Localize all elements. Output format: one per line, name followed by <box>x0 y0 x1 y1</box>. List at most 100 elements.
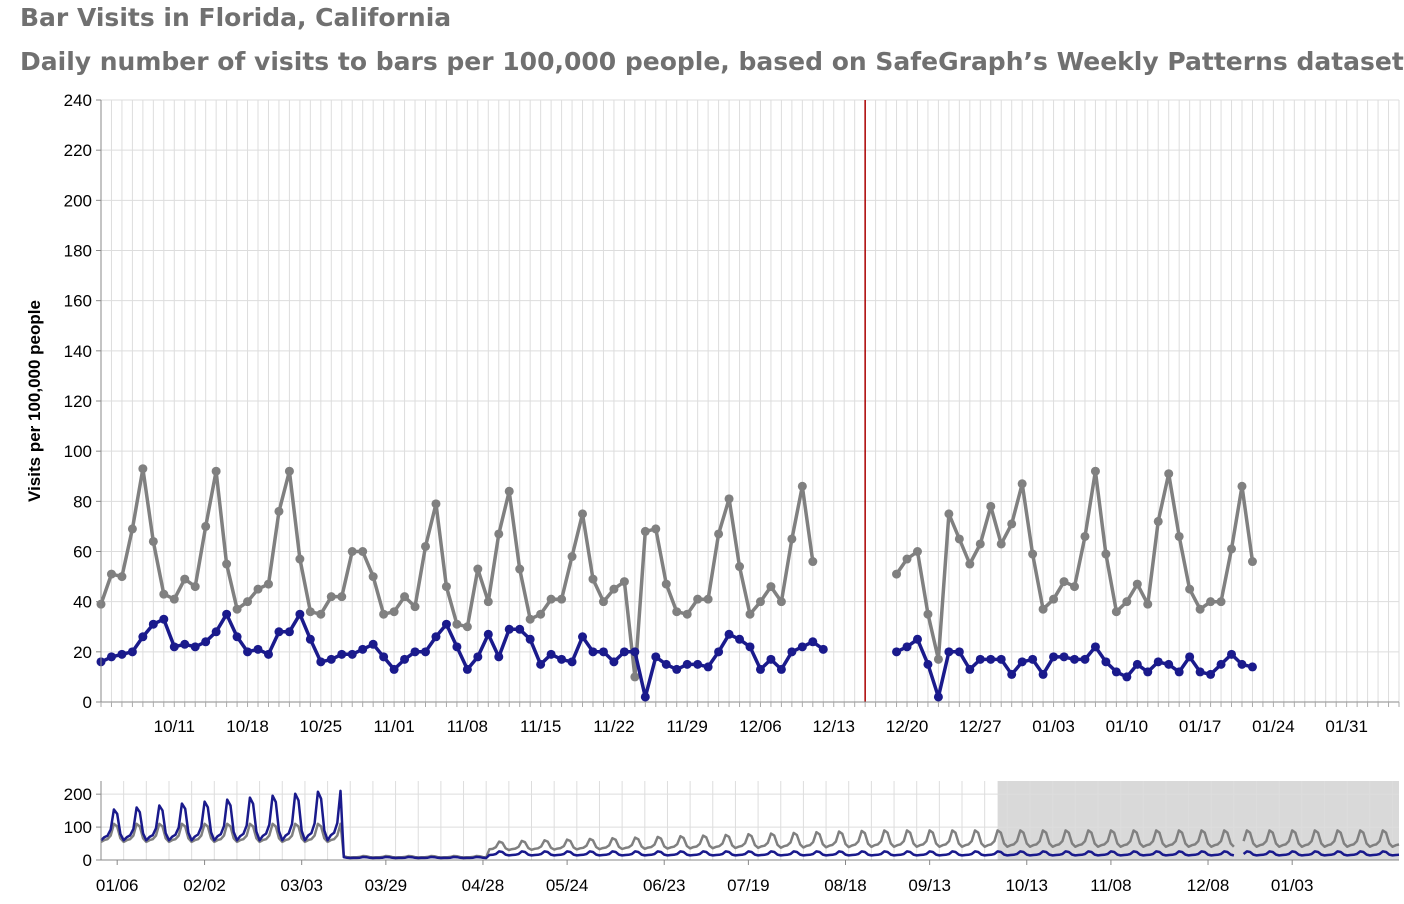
series-0-point <box>347 547 357 556</box>
series-1-point <box>724 629 734 639</box>
series-0-point <box>441 582 451 592</box>
series-1-point <box>515 624 525 634</box>
series-1-point <box>1028 654 1038 664</box>
series-0-point <box>609 584 619 594</box>
main-plot[interactable] <box>96 100 1257 702</box>
series-1-point <box>944 647 954 657</box>
series-1-point <box>379 652 389 662</box>
series-0-point <box>996 539 1006 549</box>
series-1-point <box>337 649 347 659</box>
series-1-point <box>473 652 483 662</box>
series-1-point <box>295 609 305 619</box>
series-0-point <box>1017 479 1027 489</box>
series-0-point <box>1101 549 1111 559</box>
overview-series-0-line <box>100 822 1400 859</box>
series-0-point <box>536 609 546 619</box>
series-1-point <box>1038 669 1048 679</box>
y-tick-label: 20 <box>73 643 92 662</box>
series-0-point <box>630 672 640 682</box>
series-0-point <box>473 564 483 574</box>
overview-x-tick-label: 12/08 <box>1187 876 1230 895</box>
series-0-point <box>546 594 556 604</box>
series-1-point <box>284 627 294 637</box>
series-0-point <box>421 541 430 551</box>
series-1-point <box>358 644 368 654</box>
series-1-point <box>1185 652 1195 662</box>
series-0-point <box>1122 597 1132 607</box>
series-1-point <box>902 642 912 652</box>
series-0-point <box>1227 544 1237 554</box>
series-1-point <box>232 632 242 642</box>
series-1-point <box>672 664 682 674</box>
series-0-point <box>180 574 190 584</box>
series-1-point <box>1080 654 1090 664</box>
series-0-point <box>787 534 797 544</box>
series-0-point <box>598 597 608 607</box>
series-0-point <box>127 524 137 534</box>
y-tick-label: 140 <box>64 342 92 361</box>
series-0-point <box>986 501 996 511</box>
series-0-point <box>724 494 734 504</box>
series-0-point <box>190 582 200 592</box>
series-1-point <box>745 642 755 652</box>
series-1-point <box>494 652 504 662</box>
series-1-point <box>400 654 410 664</box>
series-1-point <box>1122 672 1132 682</box>
series-0-point <box>263 579 273 589</box>
series-1-point <box>536 659 546 669</box>
overview-y-tick-label: 0 <box>83 851 92 870</box>
brush-selection <box>997 781 1399 860</box>
series-0-point <box>253 584 263 594</box>
series-1-point <box>421 647 430 657</box>
overview-x-tick-label: 04/28 <box>462 876 505 895</box>
y-tick-label: 180 <box>64 242 92 261</box>
series-0-point <box>944 509 954 519</box>
series-1-point <box>755 664 765 674</box>
series-1-point <box>630 647 640 657</box>
series-0-point <box>1206 597 1216 607</box>
x-tick-label: 12/27 <box>959 717 1002 736</box>
series-1-point <box>567 657 577 667</box>
series-1-point <box>452 642 462 652</box>
series-0-point <box>661 579 671 589</box>
series-1-point <box>1101 657 1111 667</box>
overview-x-tick-label: 10/13 <box>1005 876 1048 895</box>
series-0-point <box>912 547 922 556</box>
series-1-point <box>651 652 661 662</box>
series-1-point <box>1195 667 1205 677</box>
series-1-point <box>138 632 148 642</box>
series-0-point <box>525 614 535 624</box>
series-1-point <box>703 662 713 672</box>
series-0-point <box>651 524 661 534</box>
y-tick-label: 120 <box>64 392 92 411</box>
series-1-point <box>735 634 745 644</box>
series-1-point <box>1059 652 1069 662</box>
series-1-point <box>776 664 786 674</box>
series-0-point <box>672 607 682 617</box>
overview-plot[interactable] <box>100 789 1400 860</box>
series-1-point <box>431 632 441 642</box>
series-1-point <box>1164 659 1174 669</box>
y-tick-label: 80 <box>73 492 92 511</box>
series-0-point <box>619 577 629 587</box>
x-tick-label: 11/08 <box>447 717 488 736</box>
series-0-point <box>169 594 179 604</box>
overview-series-1-line <box>100 789 1400 860</box>
series-1-point <box>347 649 357 659</box>
series-0-point <box>965 559 975 569</box>
series-1-point <box>975 654 985 664</box>
series-0-point <box>462 622 472 632</box>
series-0-point <box>1090 466 1100 476</box>
series-1-point <box>326 654 336 664</box>
x-tick-label: 11/22 <box>593 717 634 736</box>
series-1-point <box>201 637 211 647</box>
y-tick-label: 0 <box>83 693 92 712</box>
series-1-point <box>253 644 263 654</box>
series-0-point <box>557 594 567 604</box>
x-tick-label: 12/06 <box>739 717 782 736</box>
series-1-point <box>190 642 200 652</box>
series-0-point <box>923 609 933 619</box>
series-0-point <box>933 654 943 664</box>
series-1-point <box>1090 642 1100 652</box>
